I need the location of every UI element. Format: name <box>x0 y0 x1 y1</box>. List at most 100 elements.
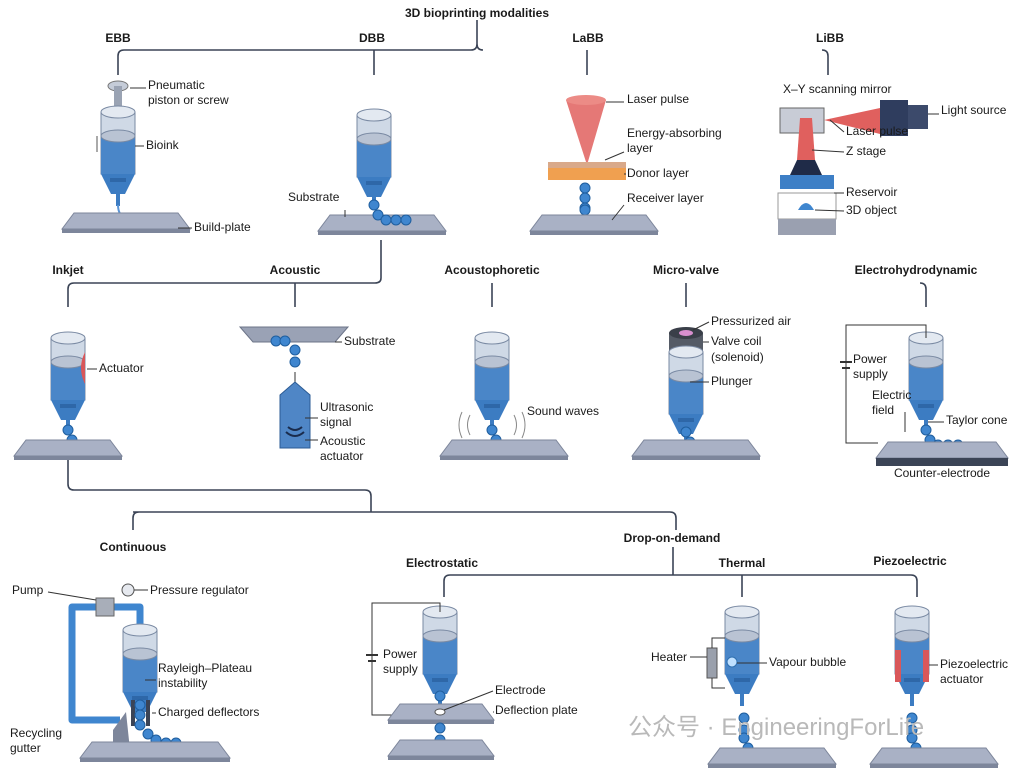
leader-line <box>811 149 845 153</box>
inkjet-syringe-top <box>50 331 86 345</box>
droplet <box>579 192 591 204</box>
vapour-bubble <box>726 656 738 668</box>
label-pneumatic: Pneumatic <box>148 78 205 92</box>
label-libb-laser-pulse: Laser pulse <box>846 124 908 138</box>
valve-plate <box>631 439 761 457</box>
label-acoustic-substrate: Substrate <box>344 334 396 348</box>
inkjet-plate <box>13 439 123 457</box>
label-electric: Electric <box>872 388 911 402</box>
diagram-title: 3D bioprinting modalities <box>405 6 549 20</box>
label-charged-deflectors: Charged deflectors <box>158 705 259 719</box>
label-piezoelectric: Piezoelectric <box>940 657 1008 671</box>
acousto-syringe-top <box>474 331 510 345</box>
watermark: 公众号 · EngineeringForLife <box>628 714 924 741</box>
ebb-syringe-top <box>100 105 136 119</box>
electrostatic-syringe-nozzle <box>423 674 457 694</box>
droplet <box>680 426 692 438</box>
actuator <box>81 352 85 384</box>
ehd-circuit-wire <box>845 324 927 444</box>
labels: Pneumatic piston or screw Bioink Build-p… <box>10 78 1008 755</box>
label-light-source: Light source <box>941 103 1007 117</box>
heading-electrohydrodynamic: Electrohydrodynamic <box>855 263 978 277</box>
acousto-syringe-plunger <box>474 355 510 369</box>
heading-drop-on-demand: Drop-on-demand <box>624 531 721 545</box>
droplet <box>368 199 380 211</box>
leader-line <box>443 690 494 711</box>
droplet <box>920 424 932 436</box>
inkjet-syringe-plunger <box>50 355 86 369</box>
droplet <box>738 712 750 724</box>
label-field: field <box>872 403 894 417</box>
screw-shaft <box>114 86 122 106</box>
deflection-plate-edge <box>388 720 494 724</box>
electrostatic-syringe-plunger <box>422 629 458 643</box>
charged-deflector <box>146 700 150 726</box>
sound-waves-icon <box>458 411 526 439</box>
acoustic-transducer <box>279 381 311 449</box>
heading-ebb: EBB <box>105 31 131 45</box>
laser-top <box>566 95 606 105</box>
dbb-substrate-edge <box>318 231 446 235</box>
label-piezo-actuator: actuator <box>940 672 983 686</box>
label-rayleigh-plateau: Rayleigh–Plateau <box>158 661 252 675</box>
label-energy-absorbing: Energy-absorbing <box>627 126 722 140</box>
label-ultrasonic: Ultrasonic <box>320 400 373 414</box>
droplet <box>906 732 918 744</box>
pressure-regulator <box>121 583 135 597</box>
heading-inkjet: Inkjet <box>52 263 83 277</box>
dbb-syringe-plunger <box>356 132 392 146</box>
label-piston-or-screw: piston or screw <box>148 93 229 107</box>
piezo-syringe-needle <box>910 694 914 706</box>
label-deflection-plate: Deflection plate <box>495 703 578 717</box>
continuous-syringe-nozzle-ring <box>132 696 148 700</box>
electrostatic-substrate-edge <box>388 756 494 760</box>
label-es-power: Power <box>383 647 417 661</box>
label-scanning-mirror: X–Y scanning mirror <box>783 82 892 96</box>
piezo-syringe-plunger <box>894 629 930 643</box>
label-heater: Heater <box>651 650 687 664</box>
acousto-syringe-nozzle-ring <box>484 404 500 408</box>
droplet <box>579 182 591 194</box>
laser-beam-horizontal <box>824 108 880 134</box>
label-electrode: Electrode <box>495 683 546 697</box>
connector-tree <box>67 20 927 597</box>
leader-line <box>611 204 625 221</box>
droplet <box>906 712 918 724</box>
label-donor-layer: Donor layer <box>627 166 689 180</box>
laser-beam-vertical <box>797 118 815 160</box>
3d-object <box>798 203 814 210</box>
acousto-plate <box>439 439 569 457</box>
heading-continuous: Continuous <box>100 540 167 554</box>
heading-acoustic: Acoustic <box>270 263 321 277</box>
label-gutter: gutter <box>10 741 41 755</box>
label-build-plate: Build-plate <box>194 220 251 234</box>
droplet <box>380 214 392 226</box>
label-solenoid: (solenoid) <box>711 350 764 364</box>
label-ehd-power: Power <box>853 352 887 366</box>
leader-line <box>829 119 845 133</box>
donor-layer <box>548 168 626 180</box>
label-pressurized-air: Pressurized air <box>711 314 791 328</box>
droplet <box>142 728 154 740</box>
label-laser-pulse: Laser pulse <box>627 92 689 106</box>
ebb-syringe-nozzle <box>101 174 135 194</box>
droplet <box>279 335 291 347</box>
piezo-plate <box>869 747 999 765</box>
counter-electrode <box>876 458 1008 466</box>
laser-cone <box>566 100 606 165</box>
bracket-level1 <box>117 20 829 75</box>
label-plunger: Plunger <box>711 374 752 388</box>
label-vapour-bubble: Vapour bubble <box>769 655 847 669</box>
ebb-syringe-plunger <box>100 129 136 143</box>
acousto-syringe-nozzle <box>475 400 509 420</box>
pump <box>95 597 115 617</box>
label-counter-electrode: Counter-electrode <box>894 466 990 480</box>
light-source <box>880 100 908 136</box>
z-stage <box>780 175 834 189</box>
droplet <box>289 356 301 368</box>
label-layer: layer <box>627 141 653 155</box>
label-pump: Pump <box>12 583 44 597</box>
thermal-plate <box>707 747 837 765</box>
